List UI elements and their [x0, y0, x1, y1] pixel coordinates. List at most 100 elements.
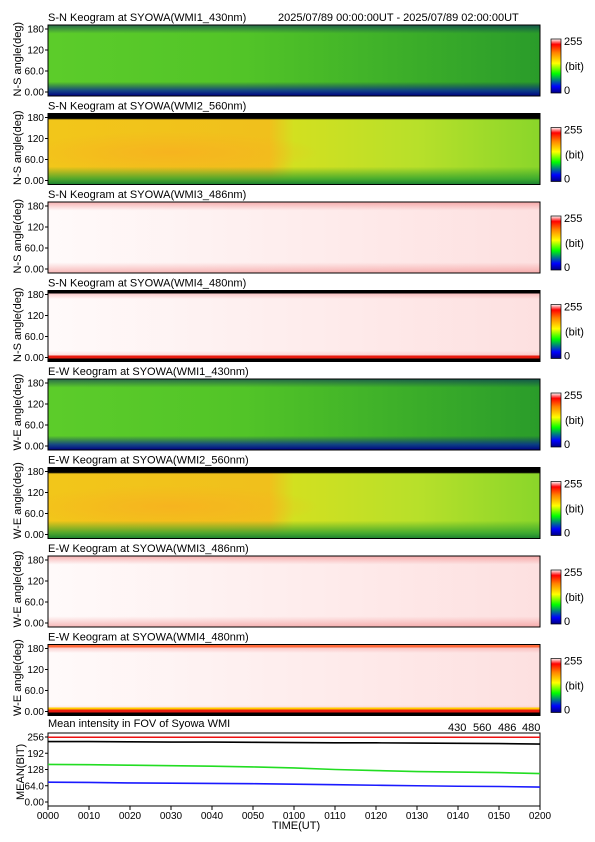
keogram-ylabel: W-E angle(deg): [12, 462, 24, 539]
keogram-frame: [47, 290, 541, 362]
keogram-title: S-N Keogram at SYOWA(WMI4_480nm): [48, 278, 246, 290]
keogram-ytick-label: 0.00: [25, 442, 45, 453]
keogram-title: E-W Keogram at SYOWA(WMI1_430nm): [48, 366, 249, 378]
keogram-panel: E-W Keogram at SYOWA(WMI3_486nm) 180 120 60…: [12, 543, 584, 630]
keogram-title: E-W Keogram at SYOWA(WMI2_560nm): [48, 455, 249, 467]
keogram-ylabel: N-S angle(deg): [12, 22, 24, 97]
keogram-ylabel: W-E angle(deg): [12, 639, 24, 716]
colorbar-unit-label: (bit): [565, 150, 584, 162]
colorbar-unit-label: (bit): [565, 238, 584, 250]
keogram-ylabel: N-S angle(deg): [12, 199, 24, 274]
keogram-top-band: [48, 290, 540, 294]
legend-430: 430: [448, 722, 466, 734]
keogram-title: S-N Keogram at SYOWA(WMI1_430nm): [48, 12, 246, 24]
keogram-edge-shade: [48, 556, 540, 627]
keogram-yellow-line: [48, 707, 540, 710]
colorbar: [550, 127, 562, 182]
keogram-title: S-N Keogram at SYOWA(WMI2_560nm): [48, 101, 246, 113]
keogram-ytick-label: 60.0: [25, 686, 45, 697]
legend-560: 560: [473, 722, 491, 734]
keogram-ylabel: N-S angle(deg): [12, 110, 24, 185]
keogram-title: E-W Keogram at SYOWA(WMI4_480nm): [48, 632, 249, 644]
keogram-ytick-label: 120: [27, 400, 44, 411]
x-tick-label: 0010: [78, 811, 101, 822]
keogram-title: E-W Keogram at SYOWA(WMI3_486nm): [48, 543, 249, 555]
keogram-ytick-label: 120: [27, 46, 44, 57]
colorbar-min-label: 0: [564, 85, 570, 97]
colorbar-min-label: 0: [564, 439, 570, 451]
colorbar-min-label: 0: [564, 616, 570, 628]
keogram-edge-shade: [48, 644, 540, 716]
colorbar-max-label: 255: [564, 390, 582, 402]
keogram-edge-shade: [48, 25, 540, 96]
colorbar-unit-label: (bit): [565, 415, 584, 427]
keogram-frame: [47, 555, 541, 628]
line-chart-ytick-label: 128: [27, 765, 44, 776]
keogram-ytick-label: 0.00: [25, 88, 45, 99]
x-tick-label: 0020: [119, 811, 142, 822]
keogram-ytick-label: 180: [27, 113, 44, 124]
colorbar-max-label: 255: [564, 567, 582, 579]
keogram-panel: E-W Keogram at SYOWA(WMI4_480nm) 180 120 60…: [12, 632, 584, 719]
keogram-ytick-label: 60.0: [25, 244, 45, 255]
keogram-title: S-N Keogram at SYOWA(WMI3_486nm): [48, 189, 246, 201]
keogram-ytick-label: 0.00: [25, 176, 45, 187]
keogram-frame: [47, 378, 541, 451]
keogram-frame: [47, 24, 541, 97]
colorbar-min-label: 0: [564, 174, 570, 186]
colorbar-max-label: 255: [564, 479, 582, 491]
keogram-ytick-label: 180: [27, 379, 44, 390]
keogram-ytick-label: 120: [27, 311, 44, 322]
line-chart-title: Mean intensity in FOV of Syowa WMI: [48, 718, 230, 730]
keogram-ytick-label: 60.0: [25, 155, 45, 166]
keogram-ytick-label: 120: [27, 488, 44, 499]
keogram-ytick-label: 60.0: [25, 332, 45, 343]
x-tick-label: 0100: [283, 811, 306, 822]
line-chart-ytick-label: 0.00: [25, 798, 45, 809]
colorbar-unit-label: (bit): [565, 61, 584, 73]
keogram-ytick-label: 120: [27, 223, 44, 234]
colorbar-min-label: 0: [564, 262, 570, 274]
keogram-ytick-label: 180: [27, 467, 44, 478]
keogram-ytick-label: 180: [27, 644, 44, 655]
colorbar-unit-label: (bit): [565, 504, 584, 516]
colorbar-unit-label: (bit): [565, 592, 584, 604]
colorbar: [550, 38, 562, 94]
keogram-bottom-band: [48, 709, 540, 713]
keogram-ytick-label: 60.0: [25, 67, 45, 78]
colorbar-unit-label: (bit): [565, 681, 584, 693]
header-time-range: 2025/07/89 00:00:00UT - 2025/07/89 02:00…: [278, 12, 519, 24]
colorbar: [550, 658, 562, 713]
keogram-ytick-label: 0.00: [25, 619, 45, 630]
colorbar: [550, 481, 562, 536]
keogram-ylabel: N-S angle(deg): [12, 287, 24, 362]
x-axis-label: TIME(UT): [272, 820, 320, 832]
colorbar-unit-label: (bit): [565, 327, 584, 339]
keogram-panel: S-N Keogram at SYOWA(WMI3_486nm) 180 120 60…: [12, 189, 584, 276]
keogram-edge-shade: [48, 113, 540, 185]
x-tick-label: 0130: [406, 811, 429, 822]
keogram-ytick-label: 180: [27, 202, 44, 213]
keogram-edge-shade: [48, 202, 540, 273]
line-chart-frame: [47, 732, 541, 807]
keogram-bottom-edge: [48, 712, 540, 716]
keogram-ytick-label: 180: [27, 556, 44, 567]
colorbar: [550, 569, 562, 625]
x-tick-label: 0150: [488, 811, 511, 822]
colorbar: [550, 215, 562, 271]
colorbar-max-label: 255: [564, 302, 582, 314]
keogram-panel: E-W Keogram at SYOWA(WMI2_560nm) 180 120 60…: [12, 455, 584, 542]
keogram-panel: S-N Keogram at SYOWA(WMI4_480nm) 180 120 60…: [12, 278, 584, 365]
keogram-ytick-label: 120: [27, 665, 44, 676]
keogram-bottom-edge: [48, 358, 540, 362]
keogram-panel: E-W Keogram at SYOWA(WMI1_430nm) 180 120 60…: [12, 366, 584, 453]
colorbar-max-label: 255: [564, 36, 582, 48]
colorbar-min-label: 0: [564, 351, 570, 363]
keogram-top-band: [48, 644, 540, 648]
keogram-ytick-label: 180: [27, 25, 44, 36]
x-tick-label: 0000: [37, 811, 60, 822]
keogram-ytick-label: 60.0: [25, 421, 45, 432]
x-tick-label: 0030: [160, 811, 183, 822]
colorbar-max-label: 255: [564, 213, 582, 225]
